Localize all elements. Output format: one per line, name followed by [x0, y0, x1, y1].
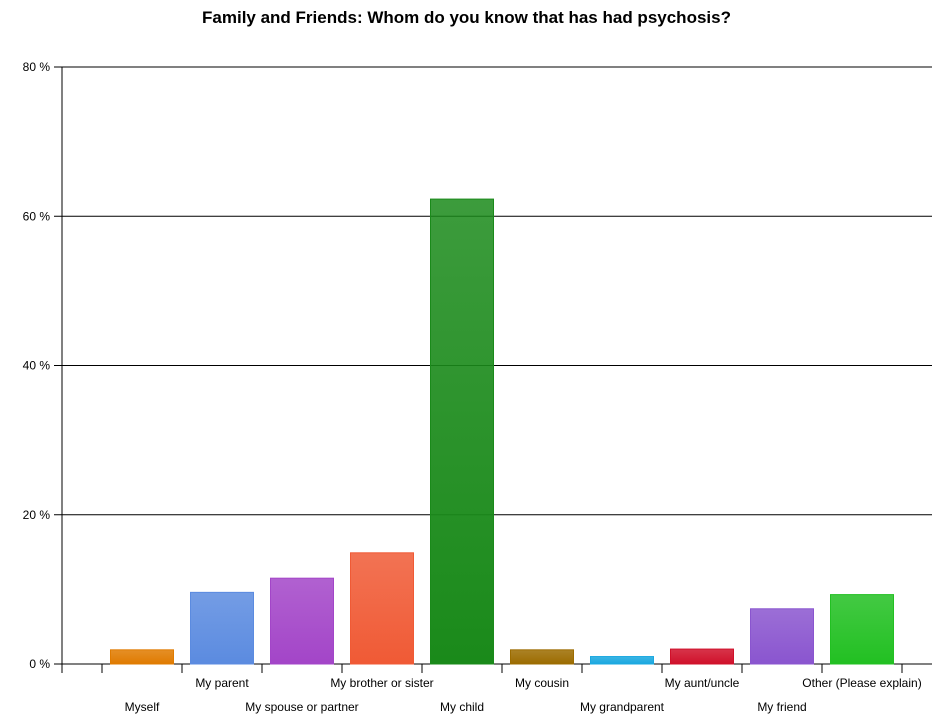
x-category-label: My grandparent — [580, 700, 665, 714]
bar-my-brother-or-sister — [350, 552, 414, 665]
y-tick-label: 40 % — [23, 359, 51, 373]
x-category-label: My child — [440, 700, 484, 714]
bar-my-aunt-uncle — [670, 648, 734, 665]
bar-my-spouse-or-partner — [270, 577, 334, 665]
chart-title: Family and Friends: Whom do you know tha… — [202, 8, 731, 27]
x-category-label: My parent — [195, 676, 249, 690]
x-category-label: My spouse or partner — [245, 700, 358, 714]
bar-my-friend — [750, 608, 814, 665]
y-tick-label: 60 % — [23, 209, 51, 223]
x-category-label: Other (Please explain) — [802, 676, 921, 690]
x-category-label: My cousin — [515, 676, 569, 690]
bar-my-parent — [190, 591, 254, 665]
bar-myself — [110, 649, 174, 665]
bar-my-cousin — [510, 649, 574, 665]
y-tick-label: 20 % — [23, 508, 51, 522]
bar-my-child — [430, 198, 494, 665]
y-tick-label: 80 % — [23, 60, 51, 74]
x-category-label: My brother or sister — [330, 676, 433, 690]
x-category-label: My aunt/uncle — [665, 676, 740, 690]
bar-my-grandparent — [590, 656, 654, 665]
bar-other-please-explain — [830, 594, 894, 665]
y-tick-label: 0 % — [29, 657, 50, 671]
x-category-label: My friend — [757, 700, 806, 714]
x-category-label: Myself — [125, 700, 160, 714]
